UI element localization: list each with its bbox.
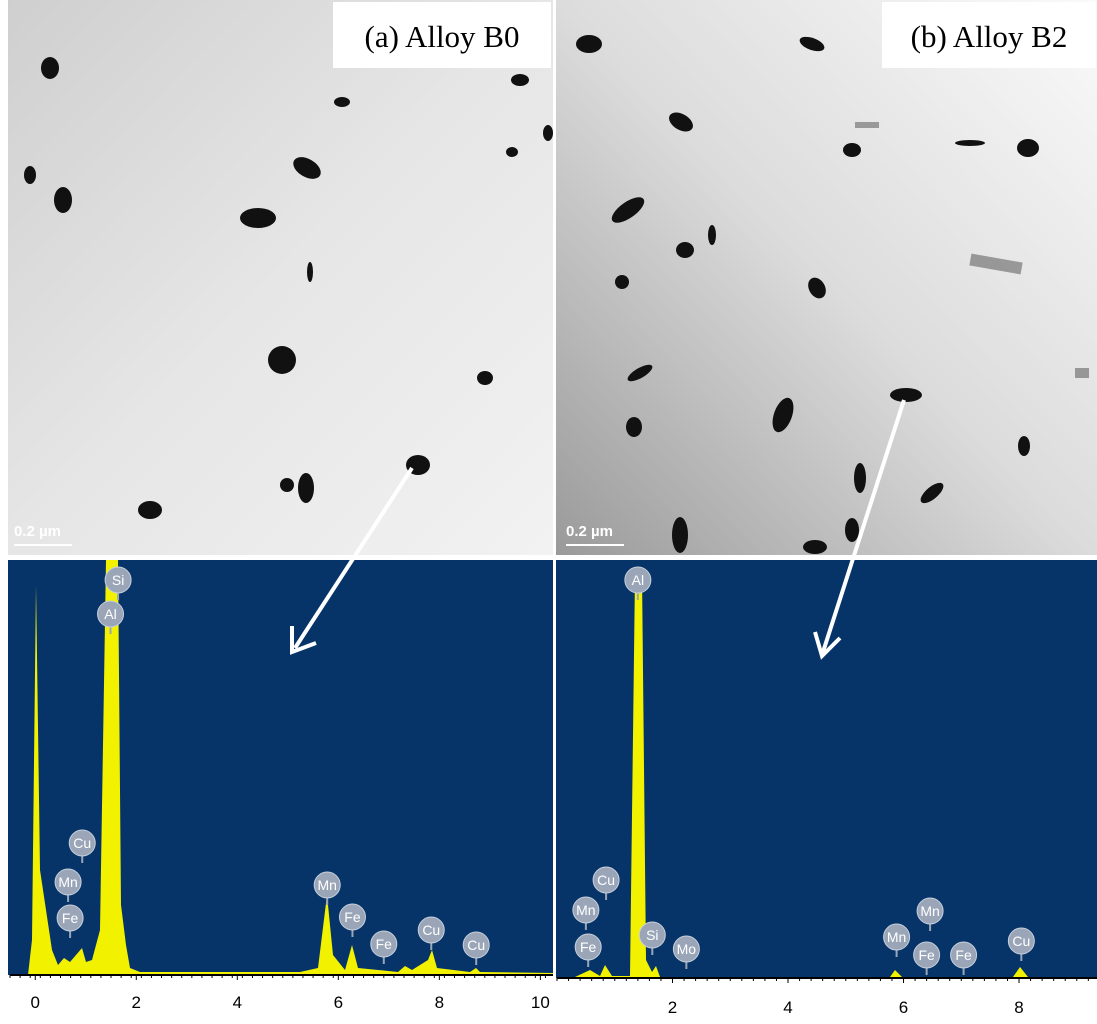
- x-tick-label: 2: [668, 998, 677, 1017]
- peak-label: Mn: [576, 902, 595, 918]
- peak-label: Si: [112, 572, 124, 588]
- peak-label: Mn: [58, 874, 77, 890]
- x-tick-label: 0: [31, 993, 40, 1012]
- tem-image-b: [556, 0, 1097, 555]
- tem-image-a: [8, 0, 553, 555]
- x-tick-label: 4: [783, 998, 792, 1017]
- peak-label: Mn: [887, 929, 906, 945]
- spectrum-a: [8, 560, 553, 975]
- peak-label: Fe: [918, 947, 935, 963]
- peak-label: Fe: [580, 939, 597, 955]
- peak-label: Fe: [62, 910, 79, 926]
- peak-label: Mn: [920, 903, 939, 919]
- peak-label: Fe: [344, 909, 361, 925]
- peak-label: Cu: [1012, 933, 1030, 949]
- peak-label: Cu: [597, 872, 615, 888]
- x-tick-label: 8: [435, 993, 444, 1012]
- peak-label: Cu: [467, 937, 485, 953]
- x-tick-label: 4: [233, 993, 242, 1012]
- peak-label: Al: [632, 572, 644, 588]
- x-tick-label: 6: [899, 998, 908, 1017]
- peak-label: Cu: [422, 922, 440, 938]
- peak-label: Mo: [677, 941, 697, 957]
- figure: (a) Alloy B0 (b) Alloy B2 0.2 µm 0.2 µm …: [0, 0, 1097, 1024]
- peak-label: Al: [104, 606, 116, 622]
- peak-label: Cu: [73, 835, 91, 851]
- peak-label: Si: [646, 927, 658, 943]
- x-tick-label: 8: [1014, 998, 1023, 1017]
- scale-bar-label: 0.2 µm: [14, 523, 61, 540]
- peak-label: Fe: [955, 947, 972, 963]
- x-tick-label: 2: [132, 993, 141, 1012]
- panel-label: (b) Alloy B2: [911, 19, 1068, 54]
- x-tick-label: 10: [531, 993, 550, 1012]
- scale-bar-label: 0.2 µm: [566, 523, 613, 540]
- peak-label: Mn: [317, 877, 336, 893]
- panel-label: (a) Alloy B0: [365, 19, 520, 54]
- x-tick-label: 6: [334, 993, 343, 1012]
- peak-label: Fe: [376, 936, 393, 952]
